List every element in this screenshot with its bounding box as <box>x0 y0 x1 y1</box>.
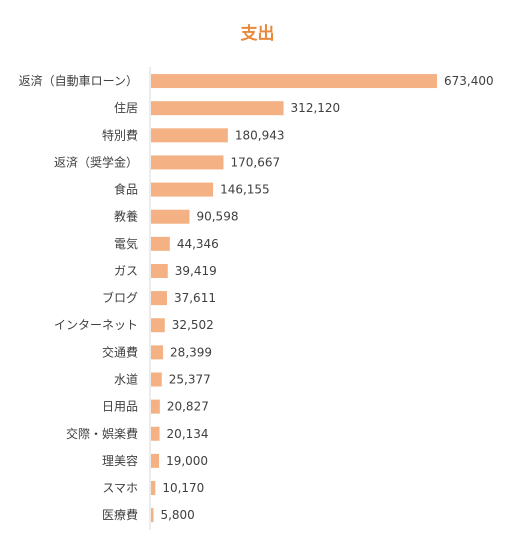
value-label: 25,377 <box>169 372 211 386</box>
category-label: 交際・娯楽費 <box>66 426 138 441</box>
bar <box>151 128 228 143</box>
value-label: 39,419 <box>175 264 217 278</box>
category-label: 返済（奨学金） <box>54 154 138 169</box>
bar <box>151 74 437 89</box>
bar <box>151 481 156 496</box>
value-label: 37,611 <box>174 291 216 305</box>
bar <box>151 508 154 523</box>
category-label: 教養 <box>114 209 138 224</box>
value-label: 44,346 <box>177 237 219 251</box>
value-label: 20,134 <box>167 427 209 441</box>
bar <box>151 399 160 414</box>
value-label: 32,502 <box>172 318 214 332</box>
bar <box>151 155 224 170</box>
value-label: 5,800 <box>160 508 194 522</box>
bar <box>151 426 160 441</box>
value-label: 28,399 <box>170 345 212 359</box>
bar <box>151 372 162 387</box>
category-label: 住居 <box>114 101 138 115</box>
value-label: 170,667 <box>230 155 280 169</box>
category-label: ブログ <box>102 290 138 305</box>
chart-title: 支出 <box>240 24 275 44</box>
bar <box>151 345 164 360</box>
category-label: ガス <box>114 264 138 278</box>
value-label: 10,170 <box>162 481 204 495</box>
category-label: インターネット <box>54 318 138 332</box>
category-label: 返済（自動車ローン） <box>19 73 138 88</box>
category-label: 食品 <box>114 182 138 197</box>
category-label: 日用品 <box>102 400 138 414</box>
bar <box>151 263 168 278</box>
category-label: スマホ <box>102 481 138 495</box>
value-label: 673,400 <box>444 74 494 88</box>
bar <box>151 453 160 468</box>
bar <box>151 291 167 306</box>
bar <box>151 182 214 197</box>
bar <box>151 101 284 116</box>
value-label: 146,155 <box>220 183 270 197</box>
category-label: 水道 <box>114 372 138 386</box>
category-label: 理美容 <box>102 453 138 468</box>
value-label: 20,827 <box>167 400 209 414</box>
category-label: 特別費 <box>102 127 138 142</box>
bar <box>151 318 165 333</box>
bar <box>151 209 190 224</box>
value-label: 312,120 <box>291 101 341 115</box>
value-label: 180,943 <box>235 128 285 142</box>
bar <box>151 236 170 251</box>
category-label: 電気 <box>114 236 138 251</box>
value-label: 19,000 <box>166 454 208 468</box>
value-label: 90,598 <box>196 210 238 224</box>
category-label: 医療費 <box>102 507 138 522</box>
category-label: 交通費 <box>102 344 138 359</box>
